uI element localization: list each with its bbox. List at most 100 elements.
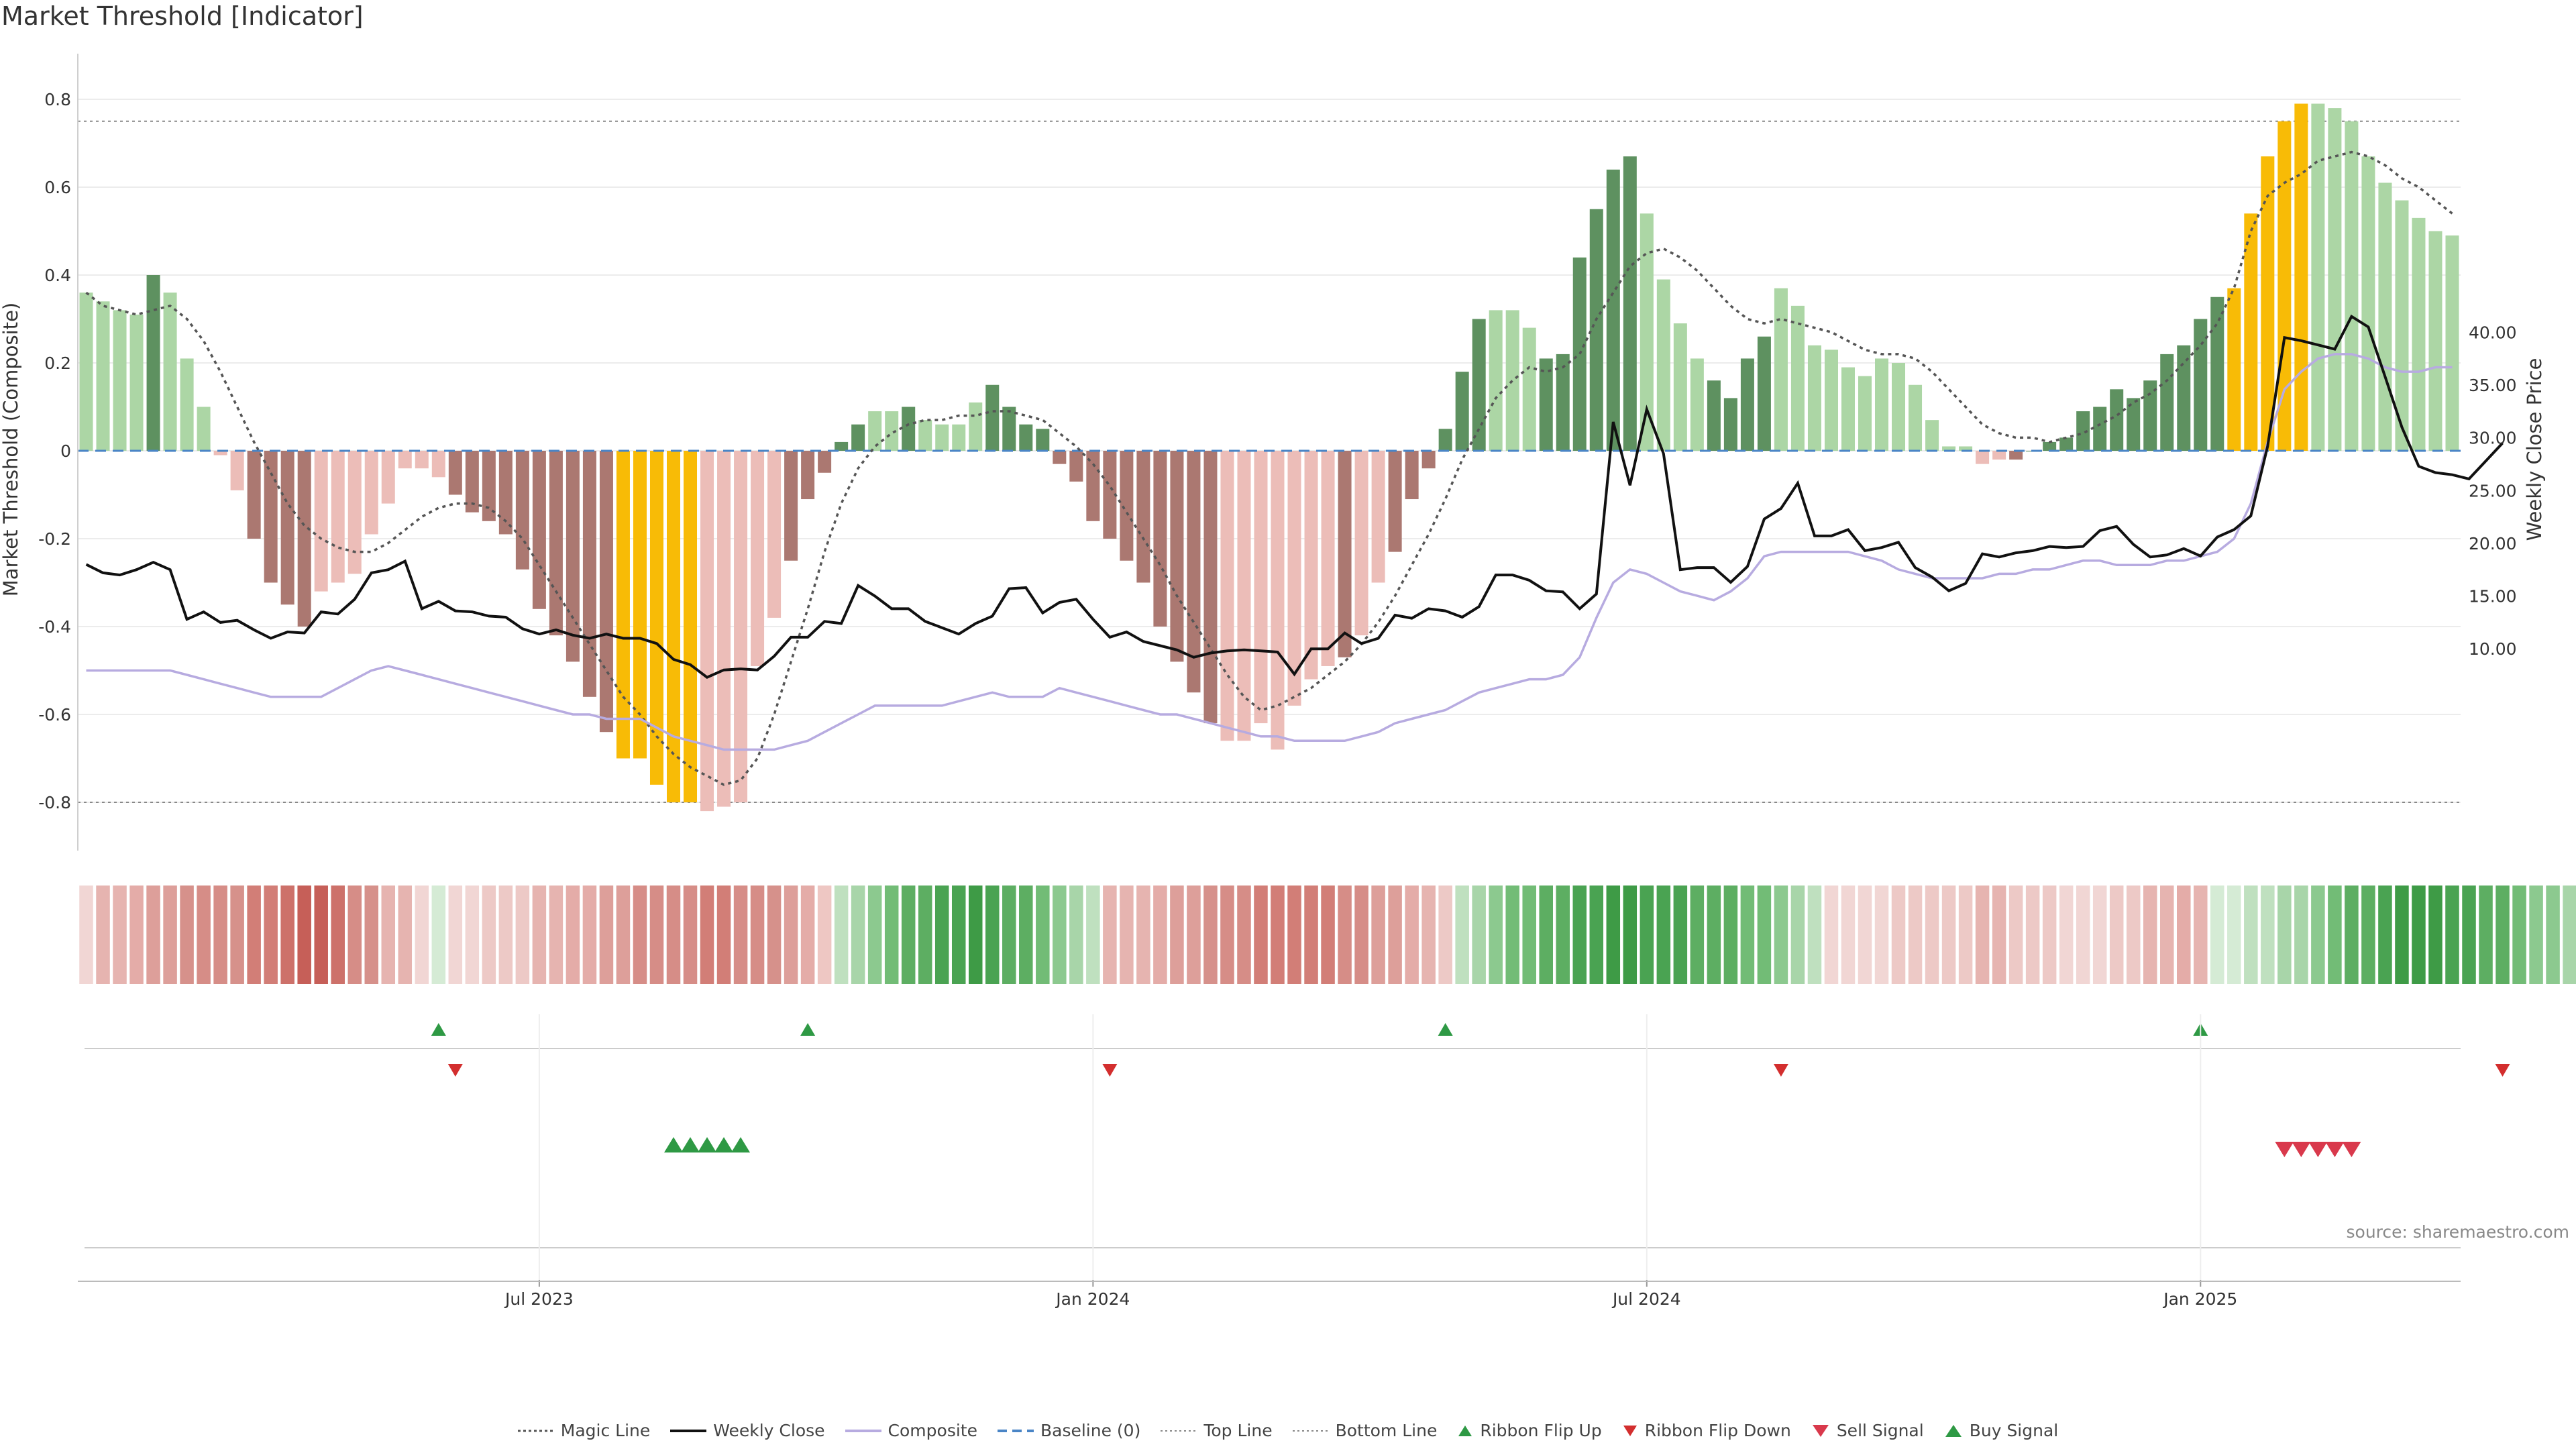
ribbon-cell <box>1824 885 1839 984</box>
legend-bottom-line: Bottom Line <box>1292 1421 1437 1440</box>
legend: Magic Line Weekly Close Composite Baseli… <box>0 1421 2576 1440</box>
composite-bar <box>1790 305 1805 451</box>
ribbon-cell <box>1891 885 1906 984</box>
ribbon-cell <box>1656 885 1671 984</box>
composite-bars <box>78 103 2461 812</box>
composite-bar <box>649 451 663 785</box>
ribbon-cell <box>331 885 345 984</box>
ribbon-cell <box>566 885 580 984</box>
composite-bar <box>1841 367 1855 451</box>
composite-bar <box>1321 451 1335 666</box>
composite-bar <box>1103 451 1117 539</box>
composite-bar <box>1421 451 1436 469</box>
ribbon-cell <box>197 885 211 984</box>
composite-bar <box>96 301 110 451</box>
ribbon-cell <box>247 885 261 984</box>
ribbon-cell <box>750 885 765 984</box>
y2-tick-label: 35.00 <box>2469 376 2517 395</box>
composite-bar <box>364 451 378 535</box>
composite-bar <box>885 411 899 451</box>
composite-bar <box>1824 350 1838 451</box>
ribbon-cell <box>1002 885 1016 984</box>
ribbon-cell <box>264 885 278 984</box>
ribbon-cell <box>1371 885 1385 984</box>
ribbon-cell <box>2261 885 2275 984</box>
ribbon-cell <box>582 885 597 984</box>
ribbon-cell <box>1136 885 1150 984</box>
composite-bar <box>2009 451 2023 460</box>
ribbon-cell <box>2109 885 2124 984</box>
composite-bar <box>1740 358 1754 451</box>
legend-label: Sell Signal <box>1836 1421 1924 1440</box>
composite-bar <box>700 451 714 812</box>
ribbon-cell <box>1707 885 1721 984</box>
composite-bar <box>197 407 211 451</box>
magic-line <box>85 150 2453 786</box>
composite-bar <box>1992 451 2006 460</box>
x-tick-label: Jan 2024 <box>1055 1289 1130 1309</box>
composite-bar <box>1338 451 1352 657</box>
ribbon-cell <box>1673 885 1688 984</box>
composite-bar <box>1153 451 1167 627</box>
composite-bar <box>431 451 445 478</box>
ribbon-cell <box>347 885 362 984</box>
composite-bar <box>79 292 93 451</box>
ribbon-cell <box>398 885 413 984</box>
ribbon-cell <box>2092 885 2107 984</box>
composite-bar <box>1556 354 1570 451</box>
ribbon-cell <box>213 885 227 984</box>
ribbon-cell <box>2512 885 2526 984</box>
composite-bar <box>1723 398 1737 451</box>
ribbon-cell <box>2462 885 2476 984</box>
composite-bar <box>1271 451 1285 750</box>
composite-bar <box>717 451 731 807</box>
composite-bar <box>381 451 395 504</box>
composite-bar <box>835 441 849 451</box>
ribbon-cell <box>2076 885 2090 984</box>
composite-bar <box>952 424 966 451</box>
ribbon-cell <box>2328 885 2342 984</box>
composite-bar <box>1002 407 1016 451</box>
composite-bar <box>1976 451 1990 464</box>
reference-lines <box>78 120 2461 803</box>
buy-signal-marker <box>731 1137 751 1152</box>
ribbon-cell <box>1925 885 1939 984</box>
composite-bar <box>1942 446 1956 451</box>
ribbon-cell <box>2210 885 2224 984</box>
ribbon-cell <box>1992 885 2006 984</box>
composite-bar <box>1170 451 1184 662</box>
legend-label: Top Line <box>1203 1421 1273 1440</box>
ribbon-cell <box>716 885 731 984</box>
composite-bar <box>2277 121 2292 451</box>
source-credit: source: sharemaestro.com <box>2346 1222 2570 1242</box>
composite-bar <box>918 420 932 451</box>
composite-bar <box>2127 398 2141 451</box>
ribbon-cell <box>1287 885 1301 984</box>
composite-bar <box>1606 169 1620 451</box>
composite-bar <box>2110 389 2124 451</box>
ribbon-cell <box>2177 885 2191 984</box>
composite-bar <box>1774 288 1788 451</box>
legend-label: Ribbon Flip Up <box>1480 1421 1602 1440</box>
buy-signal-marker <box>664 1137 683 1152</box>
ribbon-cell <box>649 885 664 984</box>
composite-bar <box>2059 437 2074 451</box>
composite-bar <box>851 424 865 451</box>
legend-composite: Composite <box>845 1421 977 1440</box>
composite-bar <box>297 451 311 627</box>
composite-bar <box>1120 451 1134 561</box>
composite-bar <box>2361 156 2375 451</box>
ribbon-cell <box>1908 885 1923 984</box>
ribbon-cell <box>1321 885 1335 984</box>
ribbon-cell <box>1690 885 1705 984</box>
y-axis-label: Market Threshold (Composite) <box>0 303 22 596</box>
composite-bar <box>684 451 698 802</box>
composite-bar <box>1287 451 1301 706</box>
sell-signal-marker <box>2308 1142 2328 1157</box>
composite-bar <box>532 451 546 609</box>
composite-bar <box>1187 451 1201 693</box>
ribbon-cell <box>2428 885 2443 984</box>
legend-buy-signal: Buy Signal <box>1944 1421 2058 1440</box>
ribbon-cell <box>884 885 899 984</box>
composite-bar <box>1589 209 1603 451</box>
